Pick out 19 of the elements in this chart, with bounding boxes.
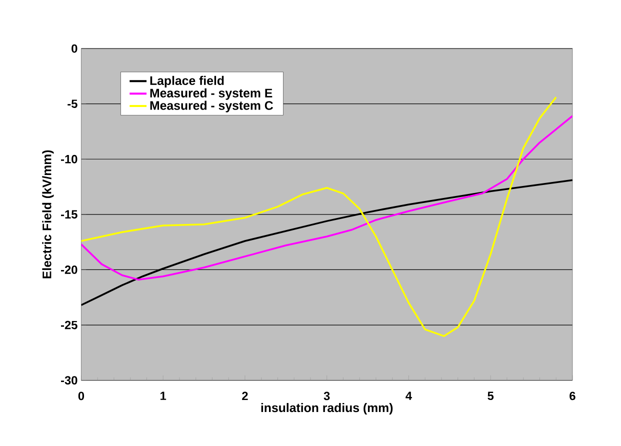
x-tick-label: 4 (406, 392, 412, 400)
x-axis-title: insulation radius (mm) (261, 403, 393, 415)
x-tick-label: 3 (324, 392, 330, 400)
x-tick-label: 2 (242, 392, 248, 400)
x-tick-label: 6 (570, 392, 576, 400)
y-tick-label: -10 (61, 155, 78, 164)
legend-label: Laplace field (150, 76, 224, 88)
y-tick-label: -15 (61, 210, 78, 219)
legend-label: Measured - system C (150, 100, 274, 112)
x-tick-label: 0 (78, 392, 84, 400)
y-tick-label: -30 (61, 376, 78, 385)
y-tick-label: -25 (61, 320, 78, 330)
y-tick-label: -20 (61, 266, 78, 274)
y-axis-title: Electric Field (kV/mm) (42, 150, 54, 278)
x-tick-label: 1 (160, 392, 166, 400)
y-tick-label: -5 (68, 100, 78, 108)
y-tick-label: 0 (72, 44, 78, 53)
legend-label: Measured - system E (150, 88, 272, 100)
x-tick-label: 5 (488, 392, 494, 400)
